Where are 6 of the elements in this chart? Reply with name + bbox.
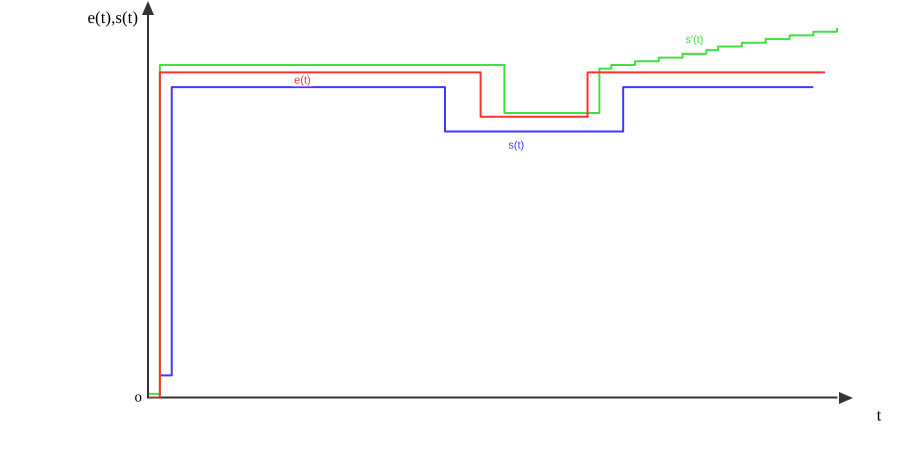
- text: o: [134, 390, 142, 406]
- series-label: s'(t): [685, 34, 704, 46]
- series-label: e(t): [294, 74, 311, 86]
- series-label: s(t): [508, 140, 524, 152]
- y-axis-title: e(t),s(t): [87, 8, 138, 27]
- x-axis-title: t: [876, 406, 882, 425]
